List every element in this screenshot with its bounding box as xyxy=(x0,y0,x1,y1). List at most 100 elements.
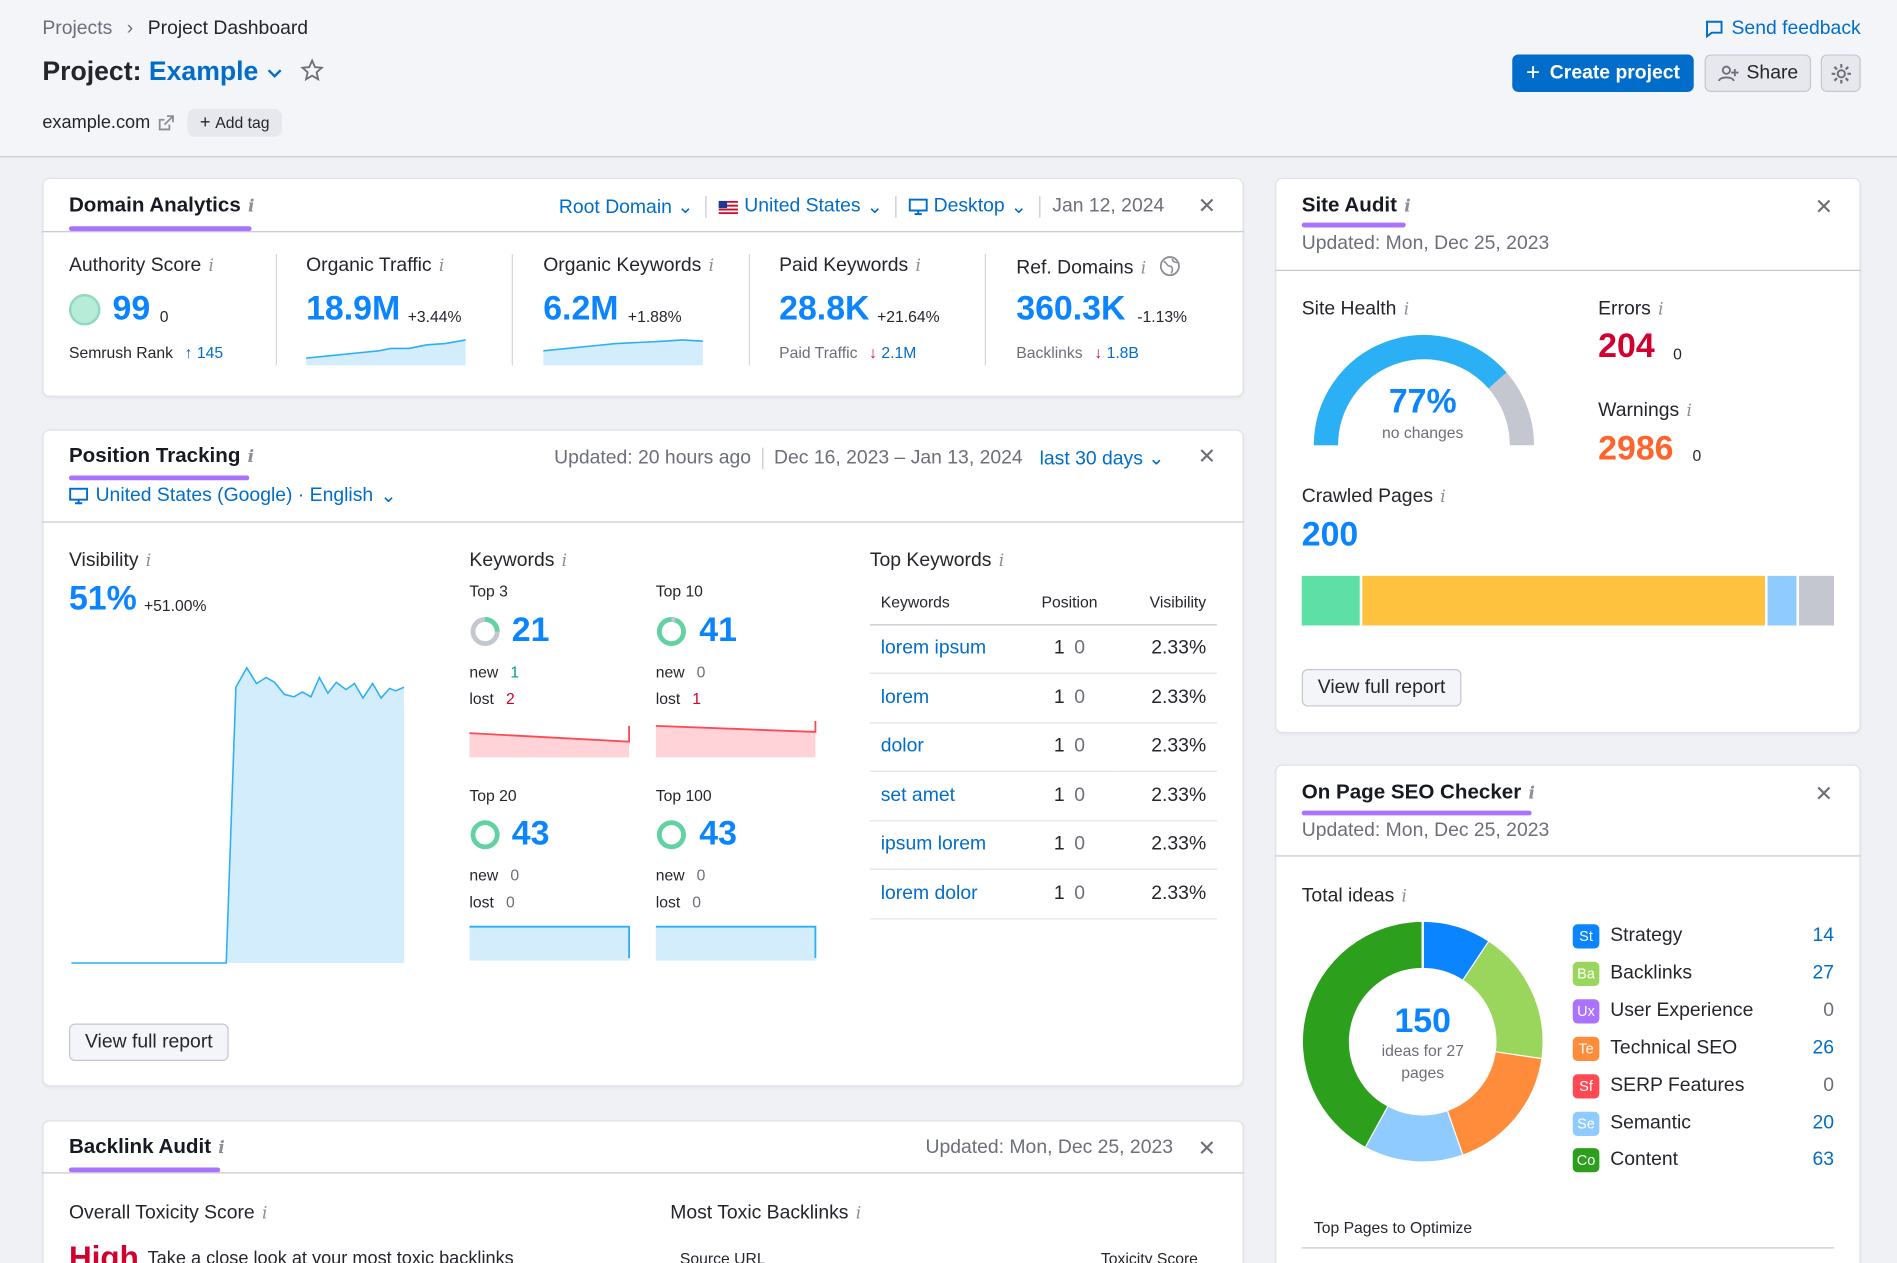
column-header[interactable]: Position xyxy=(1021,580,1118,625)
project-name-dropdown[interactable]: Example xyxy=(149,56,290,86)
info-icon[interactable]: i xyxy=(855,1203,862,1224)
ref-domains-value[interactable]: 360.3K xyxy=(1016,289,1126,327)
top20-value[interactable]: 43 xyxy=(511,814,550,852)
warnings-value[interactable]: 2986 xyxy=(1598,429,1674,467)
info-icon[interactable]: i xyxy=(438,256,445,276)
top10-value[interactable]: 41 xyxy=(699,610,737,649)
create-project-button[interactable]: + Create project xyxy=(1512,54,1694,92)
organic-keywords-value[interactable]: 6.2M xyxy=(543,289,619,327)
top3-value[interactable]: 21 xyxy=(511,610,550,649)
donut-slice-content[interactable] xyxy=(1302,921,1424,1147)
backlink-audit-title: Backlink Audit i xyxy=(68,1134,225,1158)
info-icon[interactable]: i xyxy=(247,447,255,467)
info-icon[interactable]: i xyxy=(1403,300,1410,320)
top100-value[interactable]: 43 xyxy=(699,814,737,852)
toxicity-value[interactable]: High xyxy=(68,1238,139,1263)
info-icon[interactable]: i xyxy=(145,551,152,572)
paid-keywords-value[interactable]: 28.8K xyxy=(779,289,870,327)
legend-count[interactable]: 26 xyxy=(1812,1037,1835,1059)
country-dropdown[interactable]: United States ⌄ xyxy=(718,195,883,219)
close-icon[interactable]: ✕ xyxy=(1197,443,1216,469)
table-header-row: Keywords Position Visibility xyxy=(869,580,1218,625)
authority-score-value[interactable]: 99 xyxy=(112,289,151,327)
info-icon[interactable]: i xyxy=(1401,886,1407,907)
legend-count[interactable]: 20 xyxy=(1812,1112,1835,1133)
domain-analytics-filters: Root Domain ⌄ United States ⌄ Desktop ⌄ … xyxy=(559,195,1164,219)
globe-icon[interactable] xyxy=(1159,255,1181,277)
divider xyxy=(761,447,764,470)
info-icon[interactable]: i xyxy=(261,1203,268,1224)
keyword-link[interactable]: dolor xyxy=(869,722,1022,772)
root-domain-dropdown[interactable]: Root Domain ⌄ xyxy=(558,197,694,218)
info-icon[interactable]: i xyxy=(561,551,568,572)
crawled-pages-label: Crawled Pages i xyxy=(1301,486,1446,507)
updated-label: Updated: Mon, Dec 25, 2023 xyxy=(1301,820,1550,841)
column-header[interactable]: Source URL xyxy=(679,1249,766,1263)
location-dropdown[interactable]: United States (Google) · English ⌄ xyxy=(69,484,397,508)
close-icon[interactable]: ✕ xyxy=(1814,781,1833,806)
donut-slice-technical-seo[interactable] xyxy=(1446,1051,1542,1155)
info-icon[interactable]: i xyxy=(218,1138,225,1158)
info-icon[interactable]: i xyxy=(708,256,715,276)
organic-traffic-value[interactable]: 18.9M xyxy=(306,289,401,327)
chevron-down-icon: ⌄ xyxy=(1148,448,1165,470)
info-icon[interactable]: i xyxy=(208,256,214,276)
info-icon[interactable]: i xyxy=(1528,783,1535,804)
donut-slice-backlinks[interactable] xyxy=(1462,941,1543,1060)
organic-keywords-sparkline xyxy=(543,339,703,366)
period-dropdown[interactable]: last 30 days ⌄ xyxy=(1039,448,1165,470)
legend-count[interactable]: 14 xyxy=(1812,925,1835,947)
column-header[interactable]: Keywords xyxy=(869,580,1022,625)
external-link-icon[interactable] xyxy=(156,113,175,132)
settings-button[interactable] xyxy=(1820,54,1861,92)
on-page-seo-widget xyxy=(1275,764,1861,1263)
keyword-link[interactable]: set amet xyxy=(869,771,1022,821)
top10-lost: lost 1 xyxy=(655,689,702,708)
visibility-value[interactable]: 51% xyxy=(68,579,137,617)
keyword-link[interactable]: lorem ipsum xyxy=(869,624,1022,674)
create-project-label: Create project xyxy=(1549,62,1680,83)
keyword-link[interactable]: lorem xyxy=(869,673,1022,723)
info-icon[interactable]: i xyxy=(1140,258,1147,279)
close-icon[interactable]: ✕ xyxy=(1197,1136,1216,1161)
share-button[interactable]: Share xyxy=(1704,54,1812,92)
site-health-value[interactable]: 77% xyxy=(1388,382,1457,420)
keyword-link[interactable]: ipsum lorem xyxy=(869,820,1022,870)
info-icon[interactable]: i xyxy=(1440,487,1446,507)
close-icon[interactable]: ✕ xyxy=(1814,194,1833,219)
info-icon[interactable]: i xyxy=(248,197,255,217)
column-header[interactable]: Toxicity Score xyxy=(1100,1249,1198,1263)
close-icon[interactable]: ✕ xyxy=(1197,193,1216,218)
legend-count[interactable]: 0 xyxy=(1823,1075,1835,1096)
keywords-label: Keywords i xyxy=(469,550,568,572)
errors-value[interactable]: 204 xyxy=(1598,326,1655,365)
legend-count[interactable]: 63 xyxy=(1812,1149,1835,1171)
donut-slice-strategy[interactable] xyxy=(1421,921,1489,981)
add-tag-button[interactable]: + Add tag xyxy=(187,108,282,137)
domain-text: example.com xyxy=(42,112,151,134)
info-icon[interactable]: i xyxy=(915,256,921,276)
strategy-icon: St xyxy=(1572,924,1600,949)
star-icon[interactable] xyxy=(300,58,324,82)
view-full-report-button[interactable]: View full report xyxy=(68,1023,229,1061)
send-feedback-link[interactable]: Send feedback xyxy=(1705,18,1861,40)
breadcrumb-projects[interactable]: Projects xyxy=(42,18,113,39)
info-icon[interactable]: i xyxy=(1658,300,1664,320)
project-name: Example xyxy=(148,55,259,86)
top3-new: new 1 xyxy=(469,662,520,682)
legend-count[interactable]: 27 xyxy=(1812,962,1835,984)
crawled-pages-value[interactable]: 200 xyxy=(1301,515,1359,553)
keyword-link[interactable]: lorem dolor xyxy=(869,869,1022,919)
metric-label-organic-keywords: Organic Keywords i xyxy=(543,255,715,276)
ideas-total-value[interactable]: 150 xyxy=(1394,1001,1451,1040)
info-icon[interactable]: i xyxy=(1404,197,1411,217)
device-dropdown[interactable]: Desktop ⌄ xyxy=(908,195,1027,219)
info-icon[interactable]: i xyxy=(998,551,1005,572)
legend-count[interactable]: 0 xyxy=(1823,1000,1835,1021)
column-header[interactable]: Visibility xyxy=(1117,580,1218,625)
donut-slice-semantic[interactable] xyxy=(1365,1105,1463,1162)
info-icon[interactable]: i xyxy=(1686,401,1692,422)
view-full-report-button[interactable]: View full report xyxy=(1301,669,1462,707)
